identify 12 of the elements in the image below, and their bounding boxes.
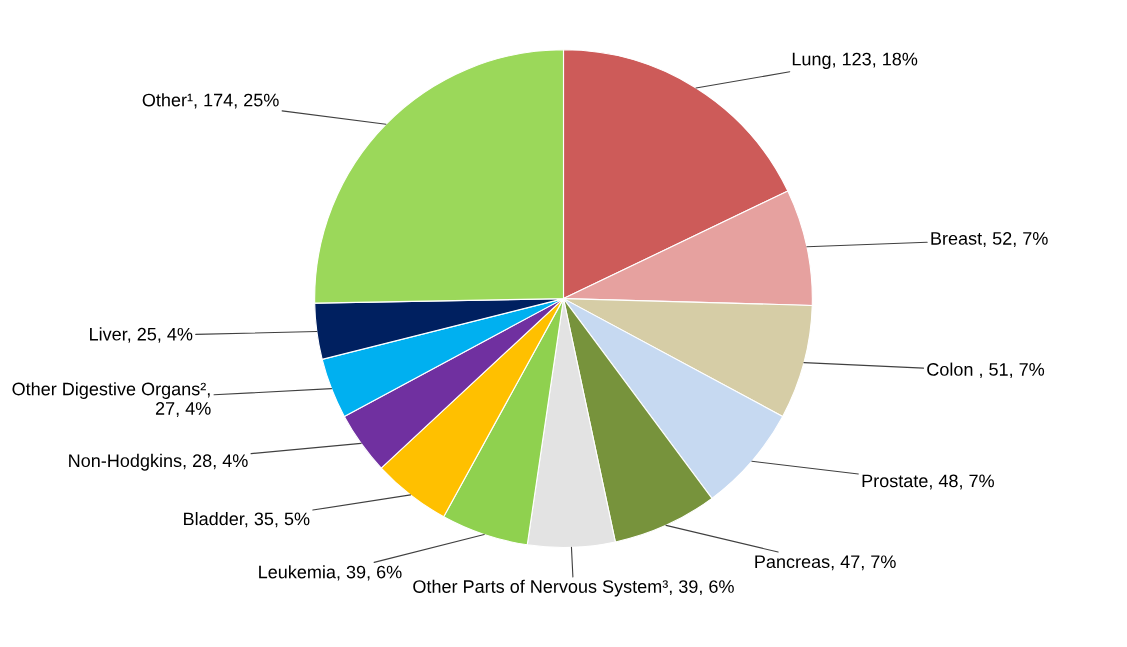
slice-label: Breast, 52, 7% bbox=[931, 232, 1048, 247]
slice-label: Other Digestive Organs², 27, 4% bbox=[12, 382, 211, 417]
slice-label: Other Parts of Nervous System³, 39, 6% bbox=[413, 579, 734, 597]
slice-label: Non-Hodgkins, 28, 4% bbox=[69, 453, 248, 471]
slice-label: Colon , 51, 7% bbox=[927, 362, 1045, 378]
slice-label: Leukemia, 39, 6% bbox=[259, 565, 402, 581]
slice-label: Other¹, 174, 25% bbox=[142, 93, 279, 109]
slice-label: Liver, 25, 4% bbox=[90, 327, 193, 343]
slice-label: Bladder, 35, 5% bbox=[184, 511, 310, 528]
slice-label: Pancreas, 47, 7% bbox=[755, 555, 896, 571]
slice-label: Lung, 123, 18% bbox=[792, 52, 918, 70]
slice-label: Prostate, 48, 7% bbox=[862, 474, 994, 490]
